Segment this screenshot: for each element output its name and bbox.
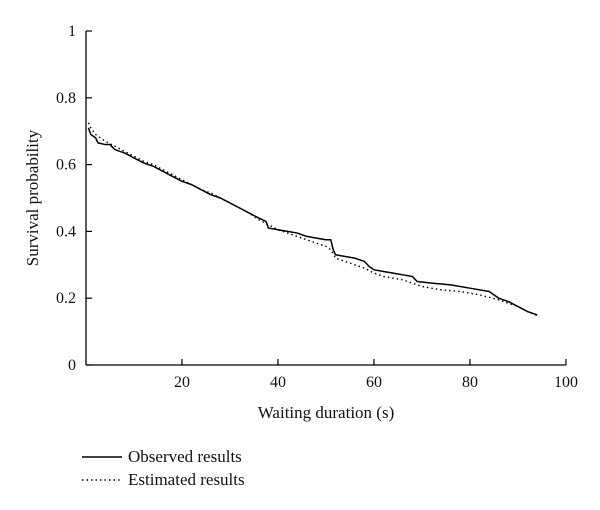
x-tick-label: 80 <box>462 374 478 391</box>
plot-area: 20 40 60 80 100 0 0.2 0.4 0.6 0.8 1 <box>56 23 578 391</box>
y-tick-label: 1 <box>68 23 76 40</box>
y-tick-label: 0.4 <box>56 223 76 240</box>
y-tick-label: 0 <box>68 357 76 374</box>
x-tick-label: 100 <box>554 374 578 391</box>
y-axis-title: Survival probability <box>23 129 42 266</box>
legend-label-estimated: Estimated results <box>128 470 245 489</box>
y-tick-label: 0.8 <box>56 90 76 107</box>
series-layer <box>87 122 538 317</box>
x-tick-label: 60 <box>366 374 382 391</box>
x-axis-title: Waiting duration (s) <box>258 403 395 422</box>
series-line-observed <box>87 127 538 316</box>
y-tick-label: 0.6 <box>56 157 76 174</box>
series-line-estimated <box>87 122 538 317</box>
x-tick-label: 20 <box>174 374 190 391</box>
y-tick-label: 0.2 <box>56 290 76 307</box>
legend-label-observed: Observed results <box>128 447 242 466</box>
y-ticks: 0 0.2 0.4 0.6 0.8 1 <box>56 23 92 374</box>
x-ticks: 20 40 60 80 100 <box>174 359 578 391</box>
x-tick-label: 40 <box>270 374 286 391</box>
legend: Observed results Estimated results <box>82 447 245 489</box>
